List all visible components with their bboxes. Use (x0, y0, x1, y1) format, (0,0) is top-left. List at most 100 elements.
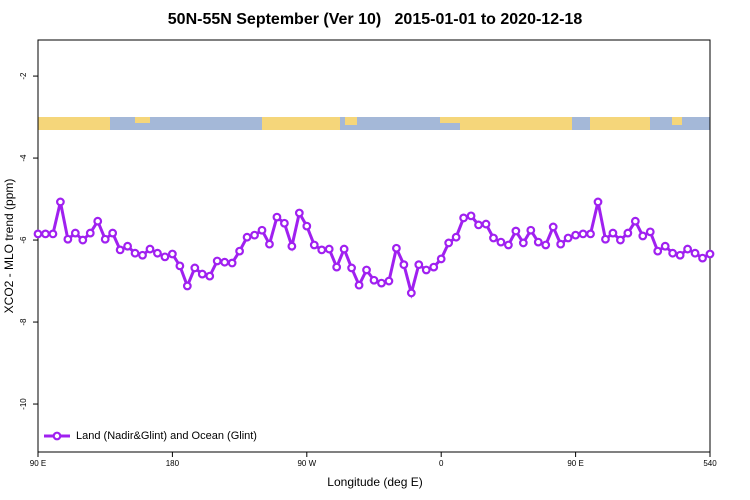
data-point (85, 228, 95, 238)
data-point (160, 252, 170, 262)
x-tick-label: 90 E (30, 459, 46, 468)
data-point (421, 265, 431, 275)
data-point (63, 234, 73, 244)
x-axis-label: Longitude (deg E) (327, 475, 422, 489)
data-point (474, 220, 483, 230)
data-point (496, 237, 506, 247)
data-point (220, 257, 230, 267)
data-point (235, 246, 245, 256)
data-point (690, 248, 700, 258)
data-point (392, 243, 401, 253)
data-point (182, 281, 192, 291)
chart-title: 50N-55N September (Ver 10) 2015-01-01 to… (168, 11, 583, 28)
data-point (526, 225, 536, 235)
data-point (698, 253, 707, 263)
data-point (41, 229, 50, 239)
data-point (436, 254, 446, 264)
data-point (145, 244, 155, 254)
data-point (130, 248, 140, 258)
data-point (623, 228, 633, 238)
data-point (242, 232, 252, 242)
y-tick-label: -2 (19, 72, 28, 80)
x-tick-label: 0 (439, 459, 444, 468)
data-point (93, 216, 103, 226)
data-point (287, 241, 297, 251)
data-point (294, 208, 304, 218)
data-point (466, 211, 476, 221)
data-point (302, 221, 312, 231)
data-point (377, 278, 386, 288)
data-point (645, 227, 655, 237)
data-point (167, 249, 177, 259)
y-tick-label: -8 (19, 318, 28, 326)
data-point (444, 238, 454, 248)
plot-frame (37, 39, 711, 453)
data-point (205, 271, 215, 281)
data-point (675, 250, 685, 260)
data-point (197, 269, 207, 279)
data-point (309, 240, 319, 250)
data-point (123, 241, 132, 251)
y-tick-label: -10 (19, 398, 28, 410)
y-axis-label: XCO2 - MLO trend (ppm) (2, 179, 16, 314)
data-point (668, 248, 678, 258)
data-point (153, 248, 162, 258)
x-tick-label: 180 (166, 459, 180, 468)
data-point (571, 230, 580, 240)
data-point (563, 233, 573, 243)
data-point (511, 226, 521, 236)
data-point (548, 222, 558, 232)
data-point (586, 229, 595, 239)
data-point (70, 228, 80, 238)
data-point (384, 276, 394, 286)
data-point (265, 239, 274, 249)
data-point (660, 241, 670, 251)
data-point (190, 263, 200, 273)
data-point (175, 261, 185, 271)
x-tick-label: 90 E (567, 459, 583, 468)
data-point (115, 245, 125, 255)
data-point (347, 263, 357, 273)
data-point (317, 245, 327, 255)
data-point (518, 238, 528, 248)
data-point (616, 235, 625, 245)
y-tick-label: -6 (19, 236, 28, 244)
data-point (280, 218, 289, 228)
data-point (593, 197, 603, 207)
data-point (227, 258, 237, 268)
legend-marker (52, 431, 62, 441)
data-point (250, 230, 259, 240)
data-point (429, 262, 439, 272)
land-ocean-strip (38, 117, 710, 130)
data-point (332, 262, 342, 272)
data-point (638, 231, 648, 241)
data-point (451, 232, 461, 242)
data-point (489, 233, 498, 243)
data-point (533, 237, 543, 247)
data-point (504, 240, 513, 250)
data-point (354, 280, 364, 290)
data-point (630, 216, 640, 226)
data-point (556, 239, 566, 249)
data-point (369, 275, 379, 285)
data-point (100, 234, 110, 244)
data-point (541, 240, 551, 250)
data-point (362, 265, 371, 275)
data-point (138, 250, 147, 260)
data-point (481, 219, 491, 229)
data-point (78, 235, 88, 245)
x-tick-label: 90 W (297, 459, 316, 468)
data-point (683, 244, 692, 254)
data-point (212, 256, 222, 266)
data-point (56, 197, 65, 207)
data-point (257, 225, 267, 235)
data-point (48, 229, 58, 239)
y-tick-label: -4 (19, 154, 28, 162)
data-point (601, 234, 610, 244)
data-point (272, 212, 282, 222)
data-point (108, 228, 118, 238)
data-point (459, 213, 469, 223)
data-point (414, 260, 424, 270)
data-point (578, 229, 588, 239)
